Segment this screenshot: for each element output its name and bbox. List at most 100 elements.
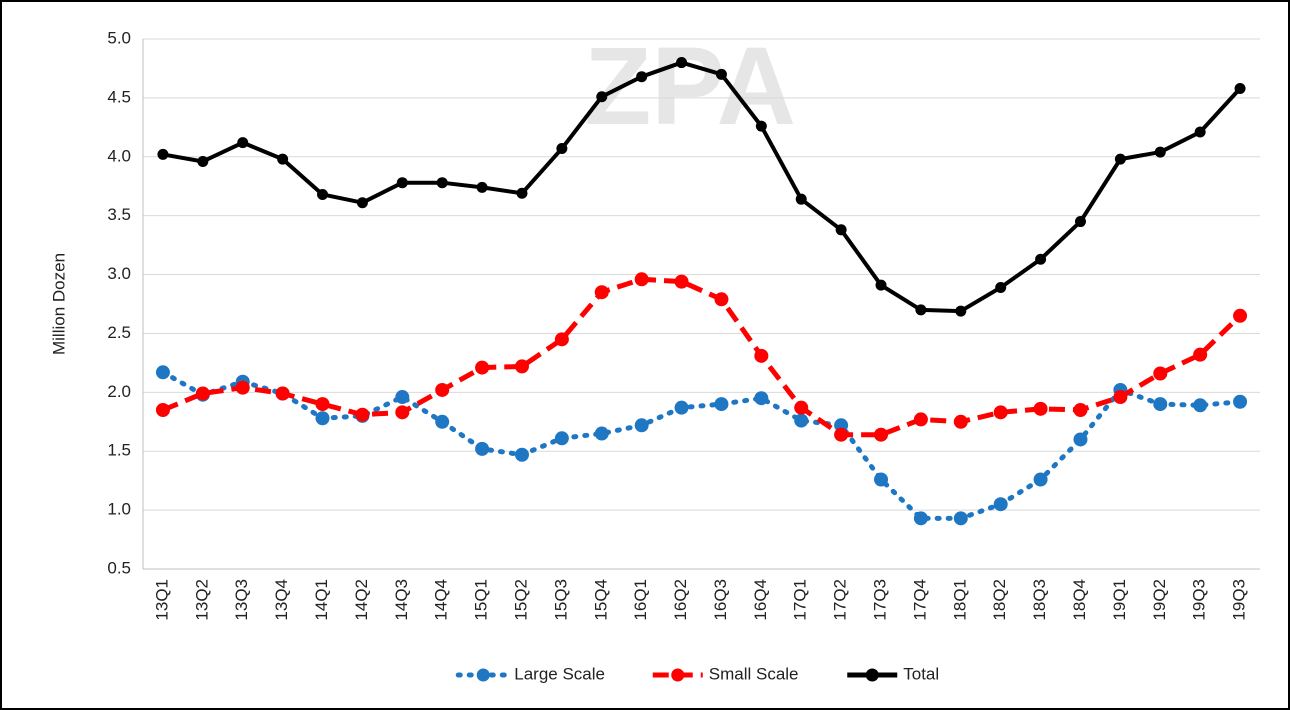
point bbox=[754, 391, 768, 405]
point bbox=[237, 137, 248, 148]
x-tick-label: 17Q3 bbox=[871, 579, 890, 621]
x-tick-label: 14Q4 bbox=[432, 579, 451, 621]
point bbox=[1073, 432, 1087, 446]
x-tick-label: 16Q3 bbox=[711, 579, 730, 621]
point bbox=[236, 381, 250, 395]
point bbox=[397, 177, 408, 188]
chart: ZPA Million Dozen 0.51.01.52.02.53.03.54… bbox=[0, 0, 1290, 710]
y-axis-title: Million Dozen bbox=[49, 253, 68, 355]
point bbox=[794, 414, 808, 428]
x-tick-label: 15Q3 bbox=[551, 579, 570, 621]
point bbox=[435, 415, 449, 429]
x-tick-label: 17Q2 bbox=[831, 579, 850, 621]
point bbox=[595, 427, 609, 441]
y-tick-label: 0.5 bbox=[107, 558, 131, 577]
x-tick-label: 16Q2 bbox=[671, 579, 690, 621]
x-tick-label: 14Q2 bbox=[352, 579, 371, 621]
point bbox=[1193, 348, 1207, 362]
point bbox=[156, 403, 170, 417]
point bbox=[754, 349, 768, 363]
legend-marker bbox=[866, 669, 879, 682]
y-tick-label: 1.0 bbox=[107, 500, 131, 519]
x-tick-label: 18Q4 bbox=[1070, 579, 1089, 621]
point bbox=[796, 194, 807, 205]
point bbox=[196, 387, 210, 401]
point bbox=[277, 154, 288, 165]
point bbox=[1233, 395, 1247, 409]
point bbox=[756, 121, 767, 132]
point bbox=[714, 397, 728, 411]
point bbox=[357, 197, 368, 208]
point bbox=[395, 390, 409, 404]
point bbox=[635, 272, 649, 286]
y-tick-label: 3.0 bbox=[107, 264, 131, 283]
point bbox=[595, 285, 609, 299]
x-tick-label: 18Q3 bbox=[1030, 579, 1049, 621]
point bbox=[276, 387, 290, 401]
x-tick-label: 18Q1 bbox=[950, 579, 969, 621]
point bbox=[1233, 309, 1247, 323]
point bbox=[1155, 147, 1166, 158]
point bbox=[955, 306, 966, 317]
point bbox=[635, 418, 649, 432]
point bbox=[475, 361, 489, 375]
point bbox=[1153, 366, 1167, 380]
point bbox=[1075, 216, 1086, 227]
point bbox=[1115, 154, 1126, 165]
point bbox=[1034, 402, 1048, 416]
point bbox=[834, 428, 848, 442]
y-tick-label: 5.0 bbox=[107, 28, 131, 47]
point bbox=[555, 332, 569, 346]
y-tick-label: 2.5 bbox=[107, 323, 131, 342]
x-tick-label: 15Q2 bbox=[511, 579, 530, 621]
point bbox=[355, 408, 369, 422]
x-tick-label: 15Q4 bbox=[591, 579, 610, 621]
point bbox=[477, 182, 488, 193]
point bbox=[915, 304, 926, 315]
x-tick-label: 16Q1 bbox=[631, 579, 650, 621]
x-tick-label: 13Q4 bbox=[272, 579, 291, 621]
point bbox=[515, 359, 529, 373]
point bbox=[435, 383, 449, 397]
legend-label: Total bbox=[903, 664, 939, 683]
point bbox=[475, 442, 489, 456]
x-tick-label: 13Q2 bbox=[192, 579, 211, 621]
point bbox=[316, 411, 330, 425]
x-tick-label: 18Q2 bbox=[990, 579, 1009, 621]
point bbox=[515, 448, 529, 462]
y-tick-label: 3.5 bbox=[107, 205, 131, 224]
y-tick-label: 4.0 bbox=[107, 146, 131, 165]
point bbox=[675, 275, 689, 289]
x-tick-label: 19Q1 bbox=[1110, 579, 1129, 621]
point bbox=[874, 428, 888, 442]
point bbox=[596, 91, 607, 102]
x-tick-label: 17Q4 bbox=[910, 579, 929, 621]
point bbox=[1035, 254, 1046, 265]
x-tick-label: 17Q1 bbox=[791, 579, 810, 621]
point bbox=[316, 397, 330, 411]
legend-marker bbox=[477, 669, 490, 682]
legend-label: Small Scale bbox=[709, 664, 799, 683]
point bbox=[876, 280, 887, 291]
y-tick-label: 4.5 bbox=[107, 87, 131, 106]
point bbox=[794, 401, 808, 415]
point bbox=[156, 365, 170, 379]
point bbox=[994, 497, 1008, 511]
x-tick-label: 13Q1 bbox=[152, 579, 171, 621]
point bbox=[1034, 472, 1048, 486]
point bbox=[395, 405, 409, 419]
x-tick-label: 14Q3 bbox=[392, 579, 411, 621]
point bbox=[954, 415, 968, 429]
point bbox=[676, 57, 687, 68]
x-tick-label: 13Q3 bbox=[232, 579, 251, 621]
point bbox=[714, 292, 728, 306]
point bbox=[636, 71, 647, 82]
point bbox=[157, 149, 168, 160]
x-tick-label: 16Q4 bbox=[751, 579, 770, 621]
point bbox=[914, 412, 928, 426]
point bbox=[836, 224, 847, 235]
point bbox=[437, 177, 448, 188]
point bbox=[1235, 83, 1246, 94]
point bbox=[197, 156, 208, 167]
legend-marker bbox=[671, 669, 684, 682]
